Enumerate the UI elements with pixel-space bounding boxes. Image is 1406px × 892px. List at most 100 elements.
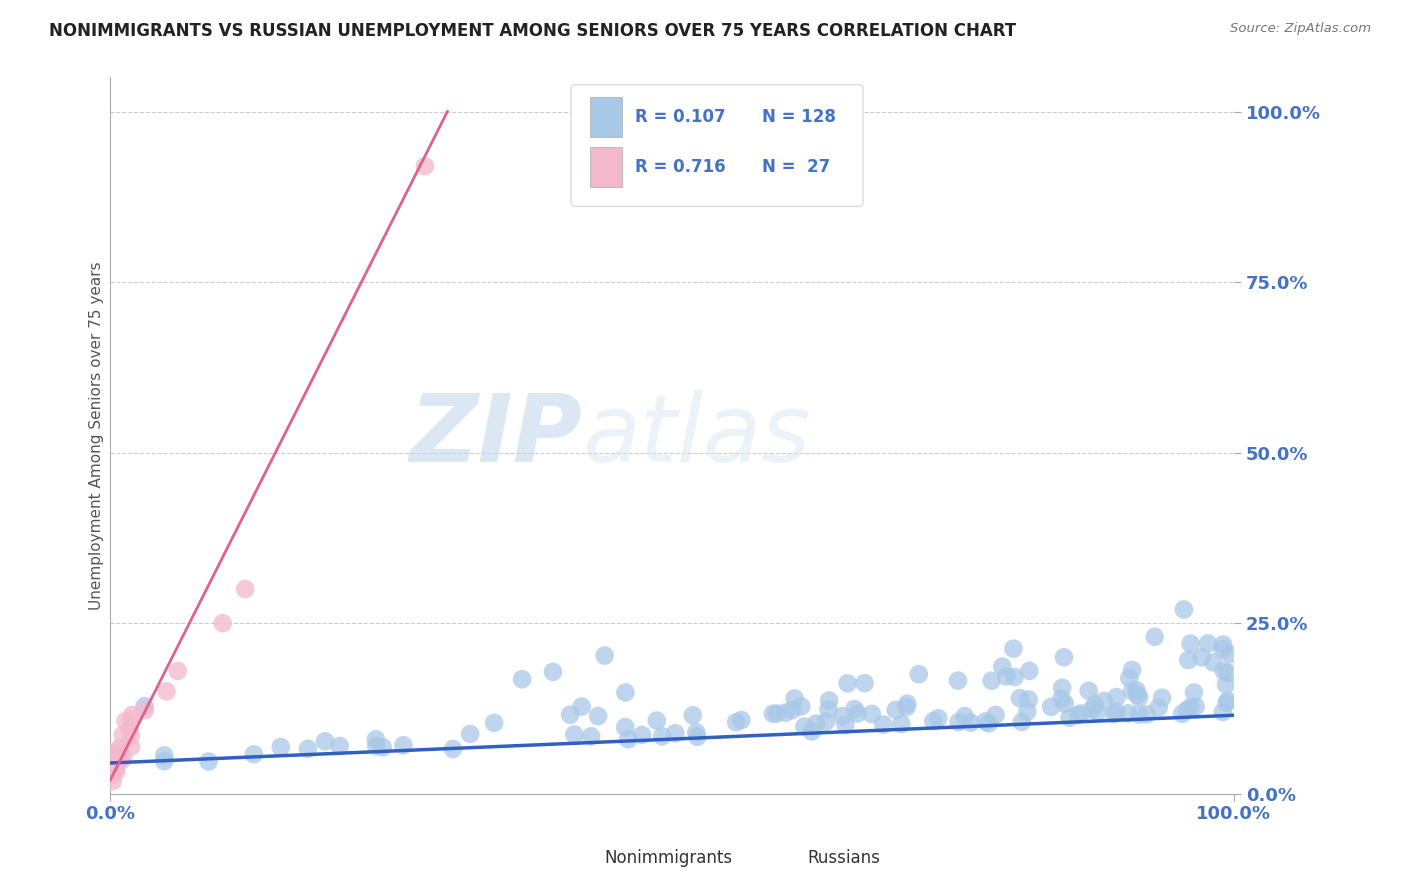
Point [780, 703, 803, 717]
Text: Nonimmigrants: Nonimmigrants [605, 849, 733, 867]
Point [1040, 699, 1063, 714]
Point [1077, 683, 1099, 698]
Point [686, 730, 709, 744]
Point [991, 659, 1014, 673]
Point [571, 699, 593, 714]
Point [1128, 707, 1150, 722]
Point [1143, 630, 1166, 644]
Point [730, 713, 752, 727]
Point [1118, 671, 1140, 685]
Point [980, 673, 1002, 688]
Point [1121, 663, 1143, 677]
Point [1128, 690, 1150, 705]
Point [1059, 710, 1081, 724]
Point [297, 741, 319, 756]
Point [725, 715, 748, 730]
Point [1011, 714, 1033, 729]
Point [834, 718, 856, 732]
Point [1116, 706, 1139, 721]
Point [1017, 705, 1039, 719]
Point [1219, 647, 1241, 661]
Point [233, 582, 256, 596]
Point [762, 706, 785, 721]
Point [1105, 705, 1128, 719]
Point [101, 768, 124, 782]
Point [1081, 702, 1104, 716]
Point [1197, 636, 1219, 650]
Point [664, 726, 686, 740]
Point [103, 755, 125, 769]
Point [134, 703, 156, 717]
Point [1180, 700, 1202, 714]
Point [560, 707, 582, 722]
Point [541, 665, 564, 679]
Point [872, 717, 894, 731]
Point [617, 732, 640, 747]
Point [1215, 677, 1237, 691]
Text: NONIMMIGRANTS VS RUSSIAN UNEMPLOYMENT AMONG SENIORS OVER 75 YEARS CORRELATION CH: NONIMMIGRANTS VS RUSSIAN UNEMPLOYMENT AM… [49, 22, 1017, 40]
Point [586, 709, 609, 723]
Point [108, 740, 131, 755]
Point [108, 747, 131, 762]
Point [818, 693, 841, 707]
Point [948, 715, 970, 730]
Point [1191, 650, 1213, 665]
Point [155, 684, 177, 698]
Point [1050, 691, 1073, 706]
Point [1212, 642, 1234, 657]
Point [631, 728, 654, 742]
Point [953, 709, 976, 723]
Point [846, 706, 869, 721]
Point [1216, 665, 1239, 680]
Point [1202, 656, 1225, 670]
Point [110, 753, 132, 767]
Point [614, 720, 637, 734]
Point [101, 746, 124, 760]
Text: R = 0.107: R = 0.107 [636, 108, 725, 126]
Point [112, 750, 135, 764]
Point [392, 739, 415, 753]
Point [1053, 697, 1076, 711]
Point [211, 616, 233, 631]
Point [1171, 706, 1194, 721]
Point [1018, 692, 1040, 706]
Point [1175, 703, 1198, 717]
Point [1126, 688, 1149, 702]
Point [101, 774, 124, 789]
Point [329, 739, 352, 753]
FancyBboxPatch shape [591, 97, 621, 136]
Point [946, 673, 969, 688]
Point [974, 714, 997, 729]
Point [104, 763, 127, 777]
Point [1180, 637, 1202, 651]
Point [153, 754, 176, 768]
Point [1105, 690, 1128, 705]
Point [793, 720, 815, 734]
Point [1102, 706, 1125, 721]
Y-axis label: Unemployment Among Seniors over 75 years: Unemployment Among Seniors over 75 years [89, 261, 104, 610]
Point [366, 739, 388, 753]
Text: R = 0.716: R = 0.716 [636, 158, 725, 176]
Point [1002, 641, 1025, 656]
Point [1067, 707, 1090, 722]
Point [1212, 664, 1234, 678]
Point [1084, 698, 1107, 712]
Point [1152, 690, 1174, 705]
Point [651, 730, 673, 744]
Point [114, 714, 136, 728]
Point [104, 755, 127, 769]
Text: N =  27: N = 27 [762, 158, 830, 176]
Point [1050, 681, 1073, 695]
Point [364, 732, 387, 747]
Point [995, 669, 1018, 683]
Point [896, 700, 918, 714]
Point [907, 667, 929, 681]
Point [1004, 670, 1026, 684]
Point [1085, 705, 1108, 719]
Point [837, 676, 859, 690]
FancyBboxPatch shape [565, 844, 593, 869]
Point [1212, 638, 1234, 652]
Point [153, 748, 176, 763]
Point [977, 716, 1000, 731]
Point [579, 730, 602, 744]
